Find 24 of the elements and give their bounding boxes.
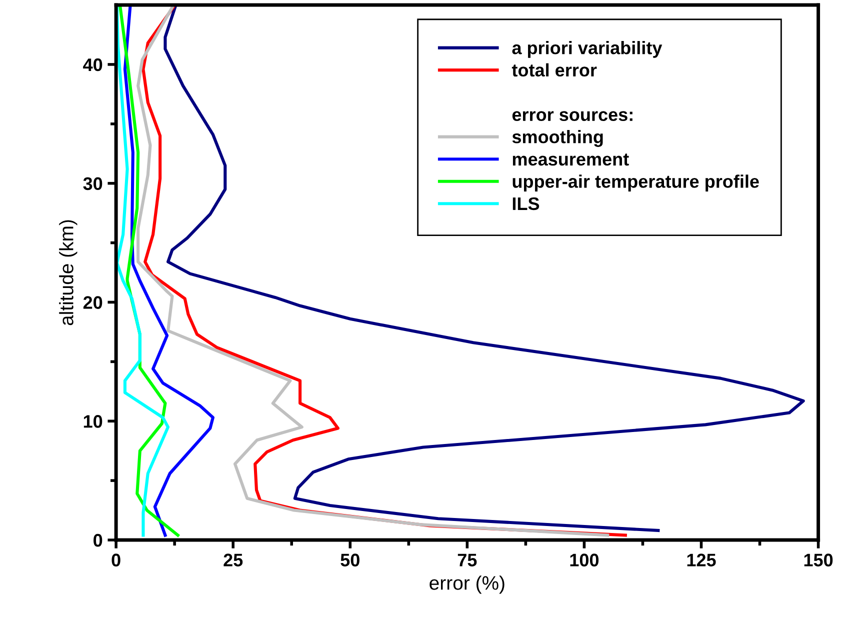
legend-label: smoothing bbox=[512, 130, 603, 147]
y-tick-label: 30 bbox=[83, 177, 102, 190]
legend-label: a priori variability bbox=[512, 41, 662, 58]
annotation: error sources: bbox=[512, 111, 632, 122]
line-series bbox=[123, 6, 214, 537]
x-tick-label: 50 bbox=[340, 554, 360, 566]
x-tick-label: 0 bbox=[112, 554, 120, 566]
legend-label: upper-air temperature profile bbox=[512, 174, 759, 192]
y-tick-label: 0 bbox=[94, 534, 102, 547]
x-tick-label: 25 bbox=[224, 554, 243, 566]
x-tick-label: 75 bbox=[458, 554, 477, 566]
x-tick-label: 125 bbox=[687, 554, 716, 566]
line-series bbox=[116, 6, 170, 537]
y-tick-label: 20 bbox=[83, 296, 102, 309]
x-tick-label: 150 bbox=[804, 554, 833, 566]
y-axis-title: altitude (km) bbox=[59, 220, 78, 326]
line-series bbox=[164, 6, 805, 532]
x-tick-label: 100 bbox=[570, 554, 599, 566]
legend-label: ILS bbox=[512, 197, 540, 210]
legend-label: measurement bbox=[512, 154, 629, 166]
x-axis-title: error (%) bbox=[430, 576, 504, 594]
legend-label: total error bbox=[512, 63, 597, 77]
y-tick-label: 40 bbox=[83, 58, 102, 72]
y-tick-label: 10 bbox=[84, 415, 102, 428]
